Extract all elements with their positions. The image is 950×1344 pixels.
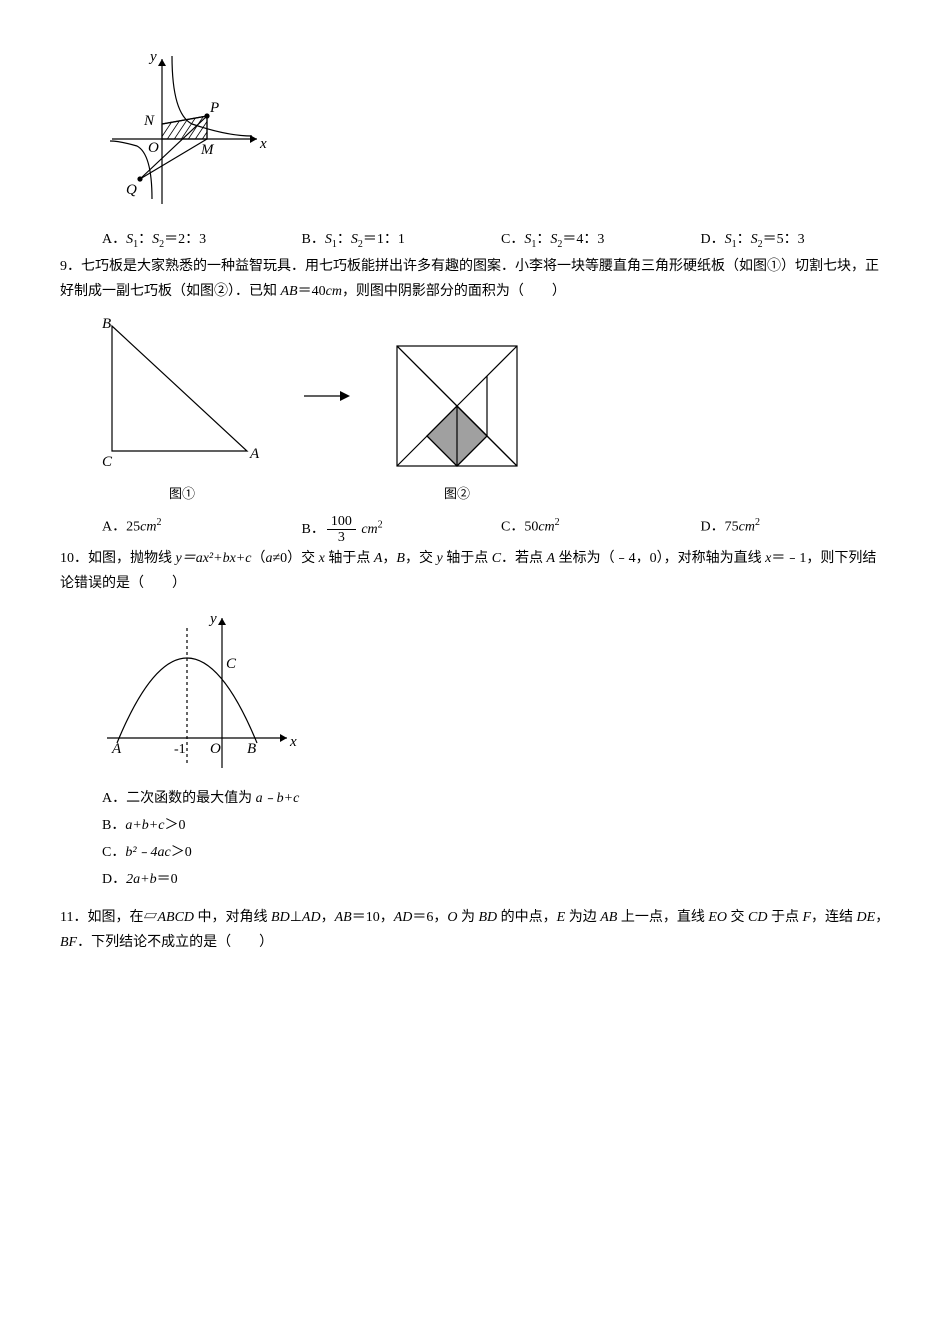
q10-t3: ≠0）交 — [272, 551, 318, 566]
q11-BD2: BD — [479, 910, 498, 925]
q9-fig1-label: 图① — [102, 482, 262, 505]
q11-t1: 如图，在▱ — [87, 910, 157, 925]
q10-figure: y x C A B O -1 — [102, 608, 302, 778]
q10-neg1: -1 — [174, 742, 186, 757]
q8-opt-C: C．S1：S2＝4：3 — [501, 227, 691, 254]
q8-opt-A: A．S1：S2＝2：3 — [102, 227, 292, 254]
q11-t7: 为 — [458, 910, 479, 925]
q10-lx: x — [289, 734, 297, 750]
q9-fig2-wrap: 图② — [392, 341, 522, 506]
q10-lB: B — [247, 741, 256, 757]
q10-t4: 轴于点 — [325, 551, 374, 566]
q10-t1: 如图，抛物线 — [88, 551, 176, 566]
q9-options: A．25cm2 B．1003 cm2 C．50cm2 D．75cm2 — [60, 514, 890, 546]
q11-ABCD: ABCD — [157, 910, 194, 925]
q10-opt-C: C．b²﹣4ac＞0 — [60, 840, 890, 865]
q10-lO: O — [210, 741, 221, 757]
q9-fig1-wrap: B C A 图① — [102, 316, 262, 506]
q8-label-x: x — [259, 136, 267, 152]
q11-t6: ＝6， — [412, 910, 447, 925]
q9-fig1: B C A — [102, 316, 262, 471]
q11-t4: ， — [321, 910, 335, 925]
q11-t12: 于点 — [767, 910, 802, 925]
q9-label-C: C — [102, 454, 113, 470]
q8-svg: y x P N O M Q — [102, 44, 282, 219]
q10-opt-D: D．2a+b＝0 — [60, 867, 890, 892]
q9-cm: cm — [326, 284, 342, 299]
q11-t9: 为边 — [565, 910, 600, 925]
q10-t5: ， — [382, 551, 396, 566]
q8-figure: y x P N O M Q — [60, 44, 890, 219]
q10-t2: （ — [251, 551, 265, 566]
q8-options: A．S1：S2＝2：3 B．S1：S2＝1：1 C．S1：S2＝4：3 D．S1… — [60, 227, 890, 254]
q9-num: 9． — [60, 259, 81, 274]
q10-num: 10． — [60, 551, 88, 566]
q11-AD: AD — [302, 910, 321, 925]
q9-label-B: B — [102, 316, 111, 332]
q8-label-Q: Q — [126, 182, 137, 198]
q9-opt-B: B．1003 cm2 — [302, 514, 492, 546]
q8-label-P: P — [209, 100, 219, 116]
q11-t8: 的中点， — [497, 910, 557, 925]
q9-fig2 — [392, 341, 522, 471]
q8-label-O: O — [148, 140, 159, 156]
q11-CD: CD — [748, 910, 767, 925]
q11-EO: EO — [708, 910, 727, 925]
q9-opt-D: D．75cm2 — [701, 514, 891, 546]
q8-opt-D: D．S1：S2＝5：3 — [701, 227, 891, 254]
q9-text2: ＝40 — [298, 284, 326, 299]
q10-A2: A — [547, 551, 556, 566]
q11-t2: 中，对角线 — [194, 910, 271, 925]
q10-C: C — [492, 551, 501, 566]
q11-AD2: AD — [394, 910, 413, 925]
q11-DE: DE — [857, 910, 876, 925]
q9-opt-C: C．50cm2 — [501, 514, 691, 546]
q10-opt-B: B．a+b+c＞0 — [60, 813, 890, 838]
q11-t15: ．下列结论不成立的是（ ） — [77, 935, 273, 950]
q9-ab: AB — [277, 284, 298, 299]
q9-label-A: A — [249, 446, 260, 462]
q11-t11: 交 — [727, 910, 748, 925]
q9-fig2-label: 图② — [392, 482, 522, 505]
q10-t8: ．若点 — [501, 551, 547, 566]
q9: 9．七巧板是大家熟悉的一种益智玩具．用七巧板能拼出许多有趣的图案．小李将一块等腰… — [60, 254, 890, 304]
q8-label-N: N — [143, 113, 155, 129]
q10-lA: A — [111, 741, 122, 757]
q10-t6: ，交 — [405, 551, 437, 566]
q11-O: O — [447, 910, 457, 925]
q10-lC: C — [226, 656, 237, 672]
q11: 11．如图，在▱ABCD 中，对角线 BD⊥AD，AB＝10，AD＝6，O 为 … — [60, 905, 890, 955]
q8-label-M: M — [200, 142, 215, 158]
q10-ly: y — [208, 611, 217, 627]
q10-t9: 坐标为（﹣4，0），对称轴为直线 — [555, 551, 765, 566]
q11-E: E — [557, 910, 566, 925]
q9-text3: ，则图中阴影部分的面积为（ ） — [342, 284, 566, 299]
q11-AB: AB — [335, 910, 352, 925]
q11-num: 11． — [60, 910, 87, 925]
q11-t5: ＝10， — [352, 910, 394, 925]
q9-opt-A: A．25cm2 — [102, 514, 292, 546]
q11-BD: BD — [271, 910, 290, 925]
q9-arrow — [302, 386, 352, 435]
q8-label-y: y — [148, 49, 157, 65]
q11-t3: ⊥ — [290, 910, 302, 925]
q11-t10: 上一点，直线 — [617, 910, 708, 925]
q11-BF: BF — [60, 935, 77, 950]
q11-AB2: AB — [600, 910, 617, 925]
q10-B: B — [396, 551, 405, 566]
q10-eq: y＝ax²+bx+c — [176, 551, 252, 566]
q10: 10．如图，抛物线 y＝ax²+bx+c（a≠0）交 x 轴于点 A，B，交 y… — [60, 546, 890, 596]
q11-F: F — [802, 910, 811, 925]
q11-t14: ， — [875, 910, 889, 925]
q10-t7: 轴于点 — [443, 551, 492, 566]
q11-t13: ，连结 — [811, 910, 857, 925]
q10-opt-A: A．二次函数的最大值为 a﹣b+c — [60, 786, 890, 811]
q8-opt-B: B．S1：S2＝1：1 — [302, 227, 492, 254]
q9-figures: B C A 图① — [102, 316, 890, 506]
